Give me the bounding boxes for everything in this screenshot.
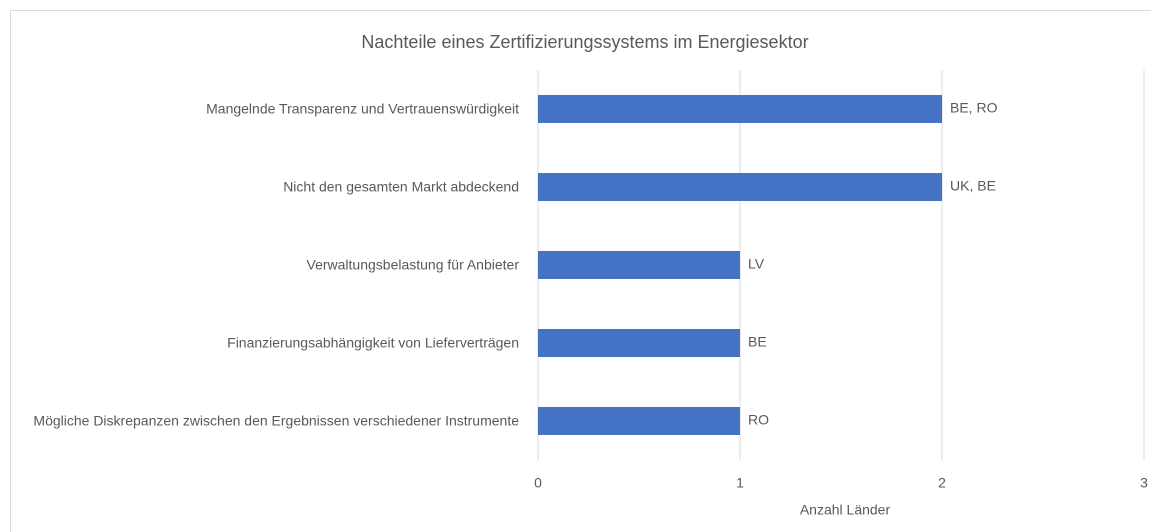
x-axis-title: Anzahl Länder [800, 502, 891, 518]
data-label: BE, RO [950, 100, 998, 116]
x-tick-label: 2 [938, 475, 946, 491]
x-tick-label: 0 [534, 475, 542, 491]
data-label: LV [748, 256, 765, 272]
bar [538, 95, 942, 123]
chart-title: Nachteile eines Zertifizierungssystems i… [361, 32, 808, 52]
y-tick-label: Mögliche Diskrepanzen zwischen den Ergeb… [33, 412, 519, 429]
x-tick-label: 3 [1140, 475, 1148, 491]
bar [538, 173, 942, 201]
data-label: RO [748, 412, 769, 428]
bar [538, 329, 740, 357]
data-label: UK, BE [950, 178, 996, 194]
data-label: BE [748, 334, 767, 350]
y-tick-label: Nicht den gesamten Markt abdeckend [283, 178, 519, 195]
y-tick-label: Verwaltungsbelastung für Anbieter [306, 256, 519, 273]
bar [538, 407, 740, 435]
bar [538, 251, 740, 279]
x-tick-label: 1 [736, 475, 744, 491]
y-tick-label: Mangelnde Transparenz und Vertrauenswürd… [206, 100, 519, 117]
y-tick-label: Finanzierungsabhängigkeit von Liefervert… [227, 334, 519, 351]
